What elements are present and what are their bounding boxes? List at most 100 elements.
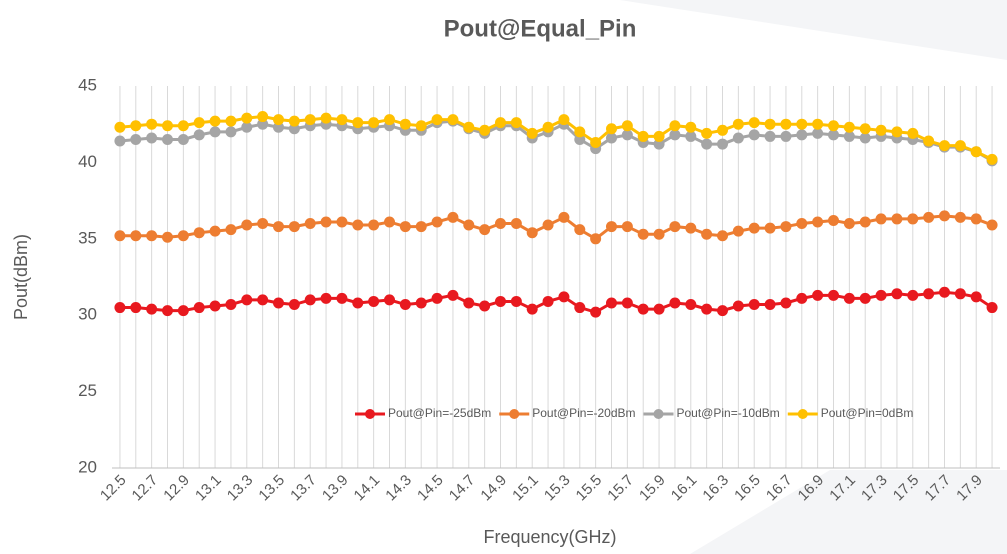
point — [685, 121, 697, 133]
point — [368, 295, 380, 307]
point — [177, 305, 189, 317]
y-tick-label: 35 — [78, 228, 97, 247]
point — [907, 289, 919, 301]
point — [732, 132, 744, 144]
point — [209, 225, 221, 237]
point — [130, 133, 142, 145]
y-tick-label: 30 — [78, 305, 97, 324]
legend-label: Pout@Pin=-10dBm — [677, 406, 780, 420]
point — [368, 117, 380, 129]
point — [748, 129, 760, 141]
point — [352, 297, 364, 309]
legend-marker — [509, 409, 520, 419]
point — [606, 132, 617, 144]
point — [273, 297, 284, 309]
point — [447, 211, 459, 223]
point — [843, 130, 855, 142]
point — [463, 297, 475, 309]
point — [923, 211, 935, 223]
point — [764, 118, 776, 130]
point — [621, 129, 633, 141]
legend-label: Pout@Pin=0dBm — [821, 406, 914, 420]
y-axis-label: Pout(dBm) — [11, 234, 31, 320]
point — [336, 216, 348, 228]
x-tick-label: 13.5 — [255, 472, 288, 505]
point — [495, 117, 506, 129]
point — [241, 219, 253, 231]
point — [241, 294, 253, 306]
point — [336, 292, 348, 304]
point — [415, 120, 427, 132]
point — [225, 299, 237, 311]
point — [130, 230, 142, 242]
point — [304, 218, 316, 230]
legend-marker — [653, 409, 664, 419]
point — [986, 219, 998, 231]
point — [653, 303, 665, 315]
point — [574, 126, 586, 138]
point — [257, 111, 269, 123]
x-tick-label: 14.3 — [382, 472, 415, 505]
point — [748, 299, 760, 311]
point — [685, 222, 697, 234]
x-axis-label: Frequency(GHz) — [483, 527, 616, 547]
point — [590, 306, 602, 318]
point — [526, 303, 538, 315]
point — [257, 294, 269, 306]
point — [495, 295, 506, 307]
point — [399, 118, 411, 130]
x-tick-label: 16.3 — [699, 472, 732, 505]
point — [685, 299, 697, 311]
legend: Pout@Pin=-25dBm Pout@Pin=-20dBm Pout@Pin=-… — [355, 406, 913, 420]
point — [146, 230, 158, 242]
point — [320, 216, 332, 228]
x-tick-label: 13.1 — [192, 472, 225, 505]
point — [288, 115, 300, 127]
point — [701, 228, 713, 240]
point — [891, 213, 903, 225]
point — [621, 120, 633, 132]
point — [495, 218, 506, 230]
point — [479, 224, 491, 236]
point — [542, 219, 554, 231]
point — [653, 138, 665, 150]
point — [542, 121, 554, 133]
point — [431, 216, 443, 228]
point — [907, 213, 919, 225]
point — [241, 121, 253, 133]
point — [225, 224, 237, 236]
point — [812, 118, 824, 130]
point — [241, 112, 253, 124]
point — [273, 121, 284, 133]
point — [510, 218, 522, 230]
point — [812, 289, 824, 301]
point — [748, 222, 760, 234]
point — [875, 124, 887, 136]
legend-label: Pout@Pin=-20dBm — [532, 406, 635, 420]
point — [780, 118, 792, 130]
point — [986, 153, 998, 165]
point — [717, 124, 728, 136]
point — [447, 289, 459, 301]
point — [114, 135, 126, 147]
point — [732, 118, 744, 130]
point — [193, 129, 205, 141]
x-tick-label: 12.7 — [129, 472, 162, 505]
x-tick-label: 12.5 — [97, 472, 130, 505]
point — [764, 130, 776, 142]
point — [114, 230, 126, 242]
point — [209, 115, 221, 127]
x-tick-label: 14.5 — [414, 472, 447, 505]
point — [431, 292, 443, 304]
point — [130, 120, 142, 132]
point — [685, 130, 697, 142]
point — [542, 295, 554, 307]
point — [209, 126, 221, 138]
point — [796, 129, 808, 141]
point — [828, 214, 839, 226]
point — [162, 305, 173, 317]
point — [288, 221, 300, 233]
point — [177, 120, 189, 132]
point — [843, 121, 855, 133]
